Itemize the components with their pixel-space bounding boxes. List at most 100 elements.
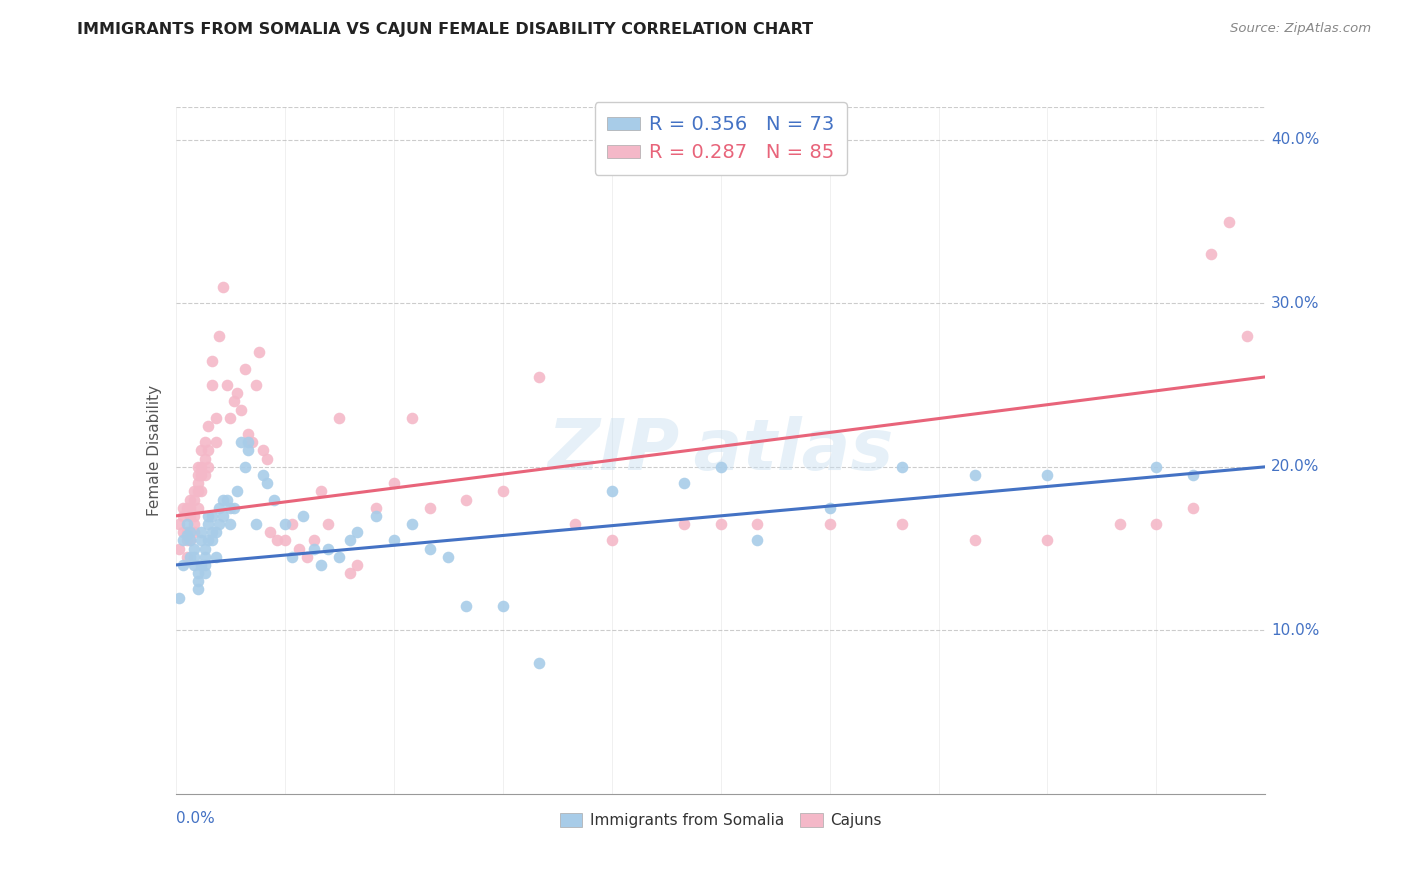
Point — [600, 533, 623, 548]
Point — [204, 410, 226, 425]
Point — [745, 533, 768, 548]
Point — [186, 476, 209, 491]
Point — [1181, 467, 1204, 482]
Point — [197, 508, 219, 523]
Point — [1181, 500, 1204, 515]
Point — [226, 484, 249, 499]
Point — [281, 549, 304, 564]
Point — [194, 541, 217, 556]
Point — [291, 508, 314, 523]
Point — [215, 378, 238, 392]
Point — [172, 500, 194, 515]
Point — [201, 525, 224, 540]
Point — [186, 500, 209, 515]
Point — [1146, 516, 1168, 531]
Point — [346, 525, 368, 540]
Point — [492, 484, 515, 499]
Point — [339, 566, 361, 580]
Point — [183, 525, 205, 540]
Point — [183, 549, 205, 564]
Point — [419, 541, 441, 556]
Point — [183, 484, 205, 499]
Point — [302, 533, 325, 548]
Legend: Immigrants from Somalia, Cajuns: Immigrants from Somalia, Cajuns — [554, 807, 887, 834]
Point — [169, 541, 191, 556]
Point — [219, 500, 242, 515]
Point — [226, 386, 249, 401]
Point — [194, 566, 217, 580]
Point — [215, 492, 238, 507]
Point — [600, 484, 623, 499]
Point — [492, 599, 515, 613]
Point — [309, 484, 332, 499]
Text: ZIP atlas: ZIP atlas — [547, 416, 894, 485]
Point — [219, 516, 242, 531]
Point — [818, 516, 841, 531]
Point — [186, 582, 209, 597]
Point — [176, 528, 198, 542]
Point — [364, 508, 387, 523]
Point — [1036, 533, 1059, 548]
Point — [891, 459, 914, 474]
Point — [183, 558, 205, 572]
Point — [201, 378, 224, 392]
Point — [288, 541, 311, 556]
Point — [204, 549, 226, 564]
Point — [274, 533, 297, 548]
Text: 20.0%: 20.0% — [1271, 459, 1319, 475]
Point — [673, 516, 696, 531]
Point — [176, 549, 198, 564]
Point — [197, 443, 219, 458]
Point — [231, 435, 253, 450]
Point — [204, 525, 226, 540]
Point — [190, 525, 212, 540]
Point — [419, 500, 441, 515]
Point — [818, 500, 841, 515]
Point — [172, 508, 194, 523]
Point — [183, 516, 205, 531]
Point — [891, 516, 914, 531]
Point — [382, 533, 405, 548]
Point — [274, 516, 297, 531]
Point — [245, 378, 267, 392]
Point — [197, 418, 219, 433]
Point — [1146, 459, 1168, 474]
Point — [339, 533, 361, 548]
Point — [194, 558, 217, 572]
Point — [256, 476, 278, 491]
Point — [281, 516, 304, 531]
Point — [346, 558, 368, 572]
Point — [382, 476, 405, 491]
Point — [1236, 329, 1258, 343]
Point — [527, 369, 550, 384]
Point — [295, 549, 318, 564]
Point — [169, 516, 191, 531]
Point — [318, 541, 340, 556]
Point — [179, 508, 201, 523]
Point — [222, 394, 245, 409]
Point — [745, 516, 768, 531]
Point — [194, 549, 217, 564]
Point — [176, 533, 198, 548]
Point — [245, 516, 267, 531]
Point — [963, 533, 986, 548]
Point — [219, 410, 242, 425]
Point — [231, 402, 253, 417]
Point — [190, 443, 212, 458]
Point — [564, 516, 586, 531]
Point — [190, 558, 212, 572]
Point — [208, 329, 231, 343]
Point — [197, 533, 219, 548]
Point — [186, 574, 209, 589]
Point — [710, 516, 733, 531]
Point — [179, 533, 201, 548]
Point — [259, 525, 281, 540]
Point — [212, 492, 235, 507]
Text: IMMIGRANTS FROM SOMALIA VS CAJUN FEMALE DISABILITY CORRELATION CHART: IMMIGRANTS FROM SOMALIA VS CAJUN FEMALE … — [77, 22, 814, 37]
Point — [673, 476, 696, 491]
Point — [238, 435, 260, 450]
Point — [212, 508, 235, 523]
Point — [527, 656, 550, 670]
Point — [194, 467, 217, 482]
Point — [328, 549, 350, 564]
